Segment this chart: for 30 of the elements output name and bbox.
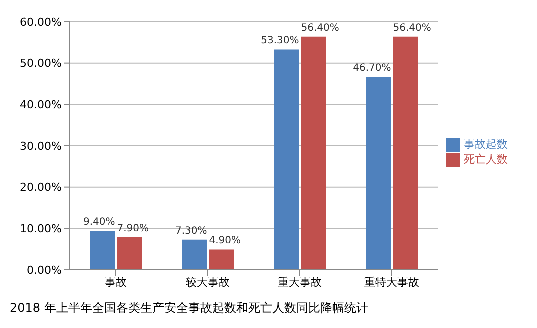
data-label: 4.90% (209, 236, 242, 247)
data-label: 46.70% (353, 62, 392, 74)
bar (366, 76, 392, 270)
text: 2018 年上半年全国各类生产安全事故起数和死亡人数同比降幅统计 (9, 300, 370, 317)
data-label: 53.30% (261, 36, 300, 47)
y-tick-label: 60.00% (20, 16, 62, 29)
x-tick-label: 事故 (105, 276, 127, 289)
x-tick-label: 较大事故 (186, 276, 230, 289)
data-label: 7.90% (117, 223, 150, 234)
y-tick-label: 20.00% (20, 181, 62, 194)
bar (117, 237, 142, 270)
data-label: 56.40% (393, 22, 432, 34)
y-tick-label: 30.00% (20, 140, 62, 153)
data-label: 9.40% (83, 217, 116, 228)
x-tick-label: 重大事故 (278, 276, 322, 289)
bar (274, 50, 300, 270)
legend-label: 死亡人数 (464, 153, 508, 166)
y-tick-label: 10.00% (20, 222, 62, 236)
legend-label: 事故起数 (464, 138, 508, 151)
y-tick-label: 40.00% (20, 98, 62, 112)
y-tick-label: 50.00% (20, 57, 62, 70)
x-tick-label: 重特大事故 (364, 276, 420, 289)
data-label: 7.30% (175, 226, 208, 237)
bar (393, 36, 418, 270)
bar (301, 36, 326, 270)
data-label: 56.40% (301, 22, 340, 34)
bar (90, 231, 116, 270)
y-tick-label: 0.00% (27, 264, 62, 277)
bar (209, 250, 234, 270)
bar (182, 240, 208, 270)
